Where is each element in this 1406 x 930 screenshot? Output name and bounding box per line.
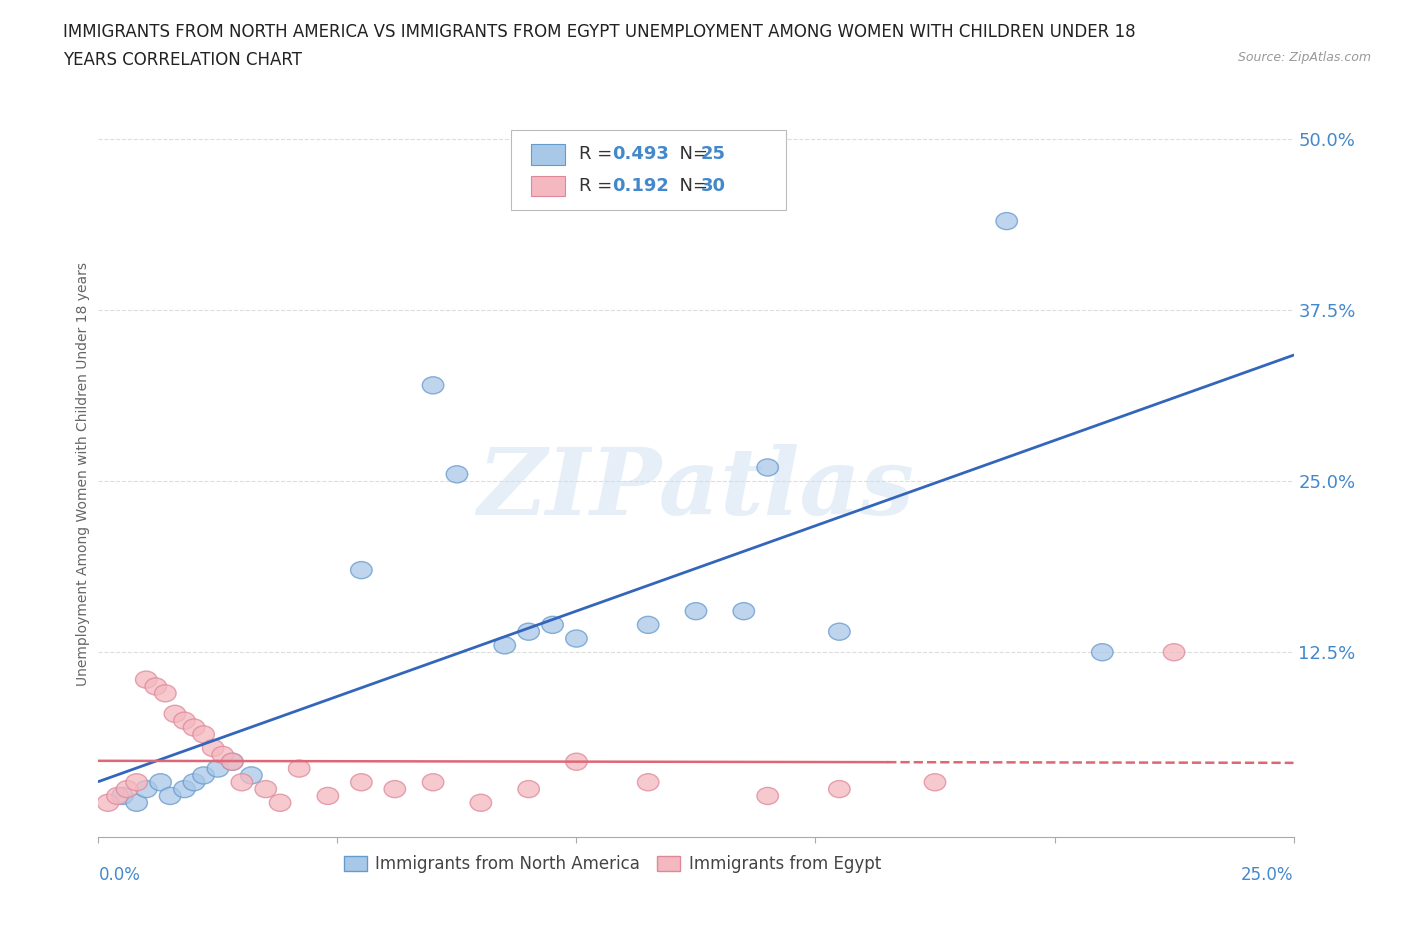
Ellipse shape <box>207 760 229 777</box>
Ellipse shape <box>470 794 492 811</box>
Ellipse shape <box>350 562 373 578</box>
Ellipse shape <box>97 794 118 811</box>
FancyBboxPatch shape <box>531 144 565 165</box>
Ellipse shape <box>350 774 373 790</box>
Ellipse shape <box>541 617 564 633</box>
FancyBboxPatch shape <box>531 176 565 196</box>
Ellipse shape <box>183 774 205 790</box>
Ellipse shape <box>155 684 176 702</box>
Ellipse shape <box>995 213 1018 230</box>
Ellipse shape <box>565 630 588 647</box>
Ellipse shape <box>127 774 148 790</box>
Ellipse shape <box>135 671 157 688</box>
Ellipse shape <box>270 794 291 811</box>
Ellipse shape <box>165 705 186 723</box>
Ellipse shape <box>517 623 540 640</box>
Ellipse shape <box>145 678 166 695</box>
Ellipse shape <box>240 767 262 784</box>
Ellipse shape <box>222 753 243 770</box>
Text: IMMIGRANTS FROM NORTH AMERICA VS IMMIGRANTS FROM EGYPT UNEMPLOYMENT AMONG WOMEN : IMMIGRANTS FROM NORTH AMERICA VS IMMIGRA… <box>63 23 1136 41</box>
Ellipse shape <box>685 603 707 619</box>
Ellipse shape <box>174 712 195 729</box>
Ellipse shape <box>117 780 138 798</box>
Legend: Immigrants from North America, Immigrants from Egypt: Immigrants from North America, Immigrant… <box>337 848 887 880</box>
Ellipse shape <box>756 788 779 804</box>
Ellipse shape <box>231 774 253 790</box>
Text: N=: N= <box>668 178 714 195</box>
Text: N=: N= <box>668 145 714 164</box>
Ellipse shape <box>107 788 128 804</box>
Ellipse shape <box>159 788 181 804</box>
Ellipse shape <box>637 774 659 790</box>
Ellipse shape <box>222 753 243 770</box>
Ellipse shape <box>1163 644 1185 661</box>
Text: ZIPatlas: ZIPatlas <box>478 444 914 534</box>
Ellipse shape <box>828 780 851 798</box>
FancyBboxPatch shape <box>510 130 786 209</box>
Ellipse shape <box>422 774 444 790</box>
Ellipse shape <box>733 603 755 619</box>
Text: R =: R = <box>579 145 617 164</box>
Text: Source: ZipAtlas.com: Source: ZipAtlas.com <box>1237 51 1371 64</box>
Text: R =: R = <box>579 178 617 195</box>
Ellipse shape <box>193 725 214 743</box>
Ellipse shape <box>828 623 851 640</box>
Text: 25: 25 <box>700 145 725 164</box>
Ellipse shape <box>924 774 946 790</box>
Ellipse shape <box>1091 644 1114 661</box>
Ellipse shape <box>111 788 134 804</box>
Ellipse shape <box>756 458 779 476</box>
Text: 0.192: 0.192 <box>613 178 669 195</box>
Ellipse shape <box>384 780 405 798</box>
Ellipse shape <box>517 780 540 798</box>
Ellipse shape <box>565 753 588 770</box>
Ellipse shape <box>254 780 277 798</box>
Ellipse shape <box>212 746 233 764</box>
Text: 30: 30 <box>700 178 725 195</box>
Ellipse shape <box>174 780 195 798</box>
Text: YEARS CORRELATION CHART: YEARS CORRELATION CHART <box>63 51 302 69</box>
Text: 25.0%: 25.0% <box>1241 866 1294 884</box>
Text: 0.493: 0.493 <box>613 145 669 164</box>
Ellipse shape <box>288 760 309 777</box>
Ellipse shape <box>202 739 224 757</box>
Y-axis label: Unemployment Among Women with Children Under 18 years: Unemployment Among Women with Children U… <box>76 262 90 686</box>
Ellipse shape <box>446 466 468 483</box>
Ellipse shape <box>127 794 148 811</box>
Ellipse shape <box>422 377 444 394</box>
Ellipse shape <box>318 788 339 804</box>
Ellipse shape <box>637 617 659 633</box>
Ellipse shape <box>183 719 205 736</box>
Ellipse shape <box>193 767 214 784</box>
Ellipse shape <box>135 780 157 798</box>
Ellipse shape <box>150 774 172 790</box>
Text: 0.0%: 0.0% <box>98 866 141 884</box>
Ellipse shape <box>494 637 516 654</box>
